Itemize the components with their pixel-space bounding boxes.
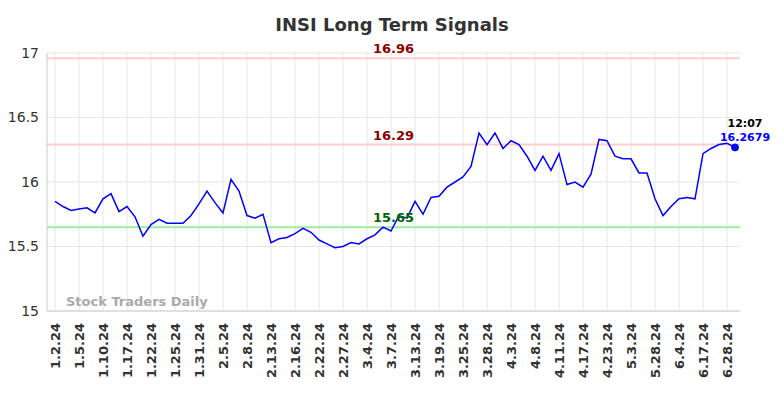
svg-text:2.8.24: 2.8.24 xyxy=(240,323,255,369)
svg-text:15: 15 xyxy=(21,303,39,319)
svg-text:3.7.24: 3.7.24 xyxy=(384,323,399,369)
svg-text:4.3.24: 4.3.24 xyxy=(504,323,519,369)
svg-text:1.5.24: 1.5.24 xyxy=(72,323,87,369)
svg-text:3.13.24: 3.13.24 xyxy=(408,323,423,378)
svg-text:4.17.24: 4.17.24 xyxy=(576,323,591,378)
svg-text:15.5: 15.5 xyxy=(8,238,39,254)
svg-text:3.25.24: 3.25.24 xyxy=(456,323,471,378)
svg-text:12:07: 12:07 xyxy=(727,117,762,130)
svg-text:1.31.24: 1.31.24 xyxy=(192,323,207,378)
svg-text:4.11.24: 4.11.24 xyxy=(552,323,567,378)
svg-text:4.23.24: 4.23.24 xyxy=(600,323,615,378)
html-text:Stock Traders Daily: Stock Traders Daily xyxy=(66,294,208,309)
svg-text:16.5: 16.5 xyxy=(8,109,39,125)
svg-text:1.2.24: 1.2.24 xyxy=(48,323,63,369)
svg-text:16.29: 16.29 xyxy=(373,128,414,143)
svg-text:16: 16 xyxy=(21,174,39,190)
svg-text:5.3.24: 5.3.24 xyxy=(624,323,639,369)
svg-text:1.17.24: 1.17.24 xyxy=(120,323,135,378)
svg-text:2.5.24: 2.5.24 xyxy=(216,323,231,369)
svg-text:6.4.24: 6.4.24 xyxy=(672,323,687,369)
svg-text:4.8.24: 4.8.24 xyxy=(528,323,543,369)
svg-text:6.17.24: 6.17.24 xyxy=(696,323,711,378)
svg-text:1.10.24: 1.10.24 xyxy=(96,323,111,378)
svg-text:17: 17 xyxy=(21,45,39,61)
svg-text:15.65: 15.65 xyxy=(373,210,414,225)
svg-text:1.25.24: 1.25.24 xyxy=(168,323,183,378)
svg-text:2.27.24: 2.27.24 xyxy=(336,323,351,378)
html-text:INSI Long Term Signals: INSI Long Term Signals xyxy=(275,14,509,35)
svg-text:1.22.24: 1.22.24 xyxy=(144,323,159,378)
svg-text:2.16.24: 2.16.24 xyxy=(288,323,303,378)
svg-text:2.13.24: 2.13.24 xyxy=(264,323,279,378)
svg-text:3.4.24: 3.4.24 xyxy=(360,323,375,369)
svg-text:6.28.24: 6.28.24 xyxy=(720,323,735,378)
svg-text:5.28.24: 5.28.24 xyxy=(648,323,663,378)
svg-text:2.22.24: 2.22.24 xyxy=(312,323,327,378)
svg-text:3.19.24: 3.19.24 xyxy=(432,323,447,378)
svg-text:16.2679: 16.2679 xyxy=(720,131,770,144)
svg-text:3.28.24: 3.28.24 xyxy=(480,323,495,378)
svg-text:16.96: 16.96 xyxy=(373,41,414,56)
